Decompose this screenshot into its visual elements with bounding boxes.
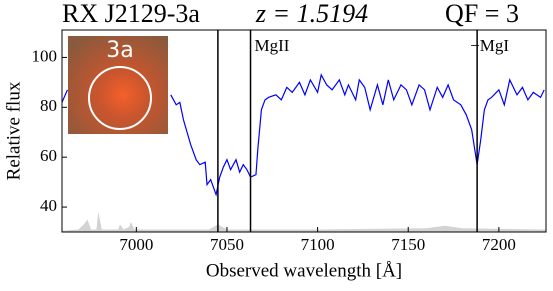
inset-label: 3a — [106, 38, 133, 63]
noise-area — [62, 212, 546, 232]
aperture-circle — [88, 66, 152, 130]
x-tick-label: 7100 — [301, 235, 335, 254]
y-tick-label: 80 — [40, 96, 57, 115]
y-axis-label: Relative flux — [3, 81, 24, 180]
y-tick-label: 40 — [40, 196, 57, 215]
x-tick-label: 7050 — [210, 235, 244, 254]
spectrum-line — [62, 73, 545, 197]
redshift: z = 1.5194 — [255, 0, 368, 28]
y-tick-label: 60 — [40, 146, 57, 165]
x-axis-label: Observed wavelength [Å] — [206, 260, 402, 281]
plot-frame — [61, 29, 547, 233]
x-tick-label: 7150 — [391, 235, 425, 254]
quality-flag: QF = 3 — [445, 0, 519, 28]
spectral-line-label: MgII — [255, 36, 290, 55]
y-tick-label: 100 — [32, 46, 58, 65]
x-tick-label: 7000 — [119, 235, 153, 254]
inset-image: 3a — [68, 36, 168, 134]
chart-title: RX J2129-3a — [62, 0, 200, 28]
x-tick-label: 7200 — [482, 235, 516, 254]
inset-background — [68, 36, 168, 134]
spectral-line-label: −MgI — [470, 36, 509, 55]
plot-area — [62, 73, 546, 232]
